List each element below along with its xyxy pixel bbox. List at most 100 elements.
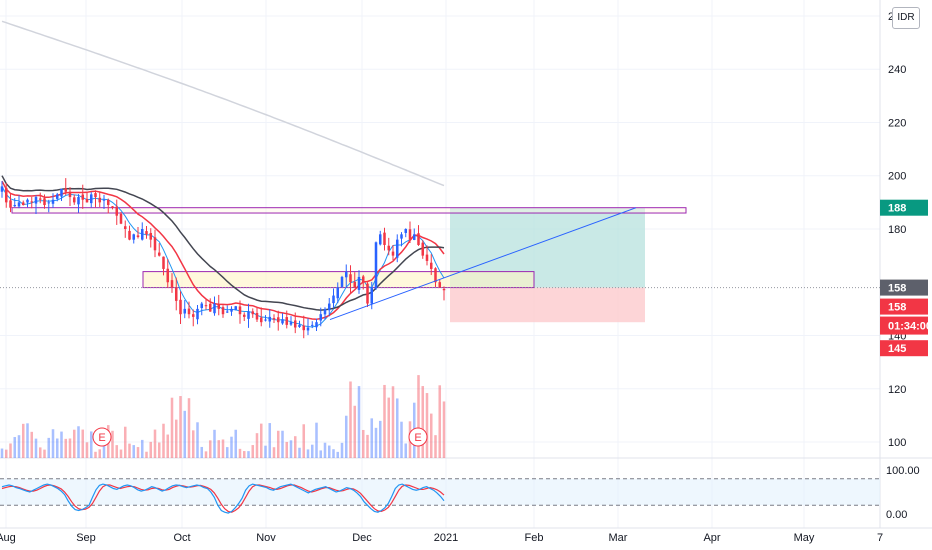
volume-bar	[217, 440, 221, 458]
volume-bar	[119, 449, 123, 458]
candle-body	[102, 199, 106, 201]
candle-body	[400, 234, 403, 239]
volume-bar	[421, 386, 425, 458]
candle-body	[349, 274, 352, 283]
volume-bar	[383, 384, 386, 458]
volume-bar	[357, 386, 361, 458]
volume-bar	[204, 451, 208, 458]
candle-body	[298, 324, 301, 327]
candle-body	[251, 311, 255, 315]
candle-body	[391, 251, 395, 256]
volume-bar	[47, 437, 51, 458]
volume-bar	[221, 439, 225, 458]
candle-body	[38, 198, 42, 200]
candle-body	[357, 276, 361, 290]
volume-bar	[332, 449, 335, 458]
candle-body	[421, 242, 425, 256]
volume-bar	[68, 438, 72, 458]
volume-bar	[315, 422, 318, 458]
resistance-zone	[11, 207, 687, 214]
volume-bar	[285, 441, 289, 458]
current-price-badge: 158	[888, 302, 906, 314]
volume-bar	[319, 450, 323, 458]
candle-body	[170, 280, 174, 288]
candle-body	[162, 256, 165, 269]
candle-body	[140, 229, 144, 240]
candle-body	[255, 312, 259, 320]
long-position-tool[interactable]	[450, 207, 645, 323]
time-tick-label: Nov	[256, 532, 276, 544]
candle-body	[234, 306, 238, 310]
candle-body	[268, 316, 272, 322]
candle-body	[179, 299, 182, 315]
price-tick-label: 180	[888, 224, 906, 236]
volume-bar	[149, 441, 153, 458]
time-tick-label: Sep	[76, 532, 96, 544]
candle-body	[425, 254, 429, 261]
candle-body	[77, 197, 80, 205]
time-tick-label: Dec	[352, 532, 372, 544]
candle-body	[264, 319, 267, 321]
price-tick-label: 240	[888, 64, 906, 76]
volume-bar	[145, 451, 148, 458]
candle-body	[434, 268, 437, 283]
candle-body	[34, 197, 38, 204]
candle-body	[98, 197, 102, 203]
candle-body	[26, 199, 29, 203]
price-axis[interactable]: 260240220200180140120100100.000.00	[886, 11, 920, 521]
volume-bar	[0, 448, 4, 458]
stop-price-badge: 145	[888, 343, 906, 355]
volume-bar	[395, 398, 399, 458]
trend-line[interactable]	[329, 207, 637, 321]
stochastic-d-line	[1, 484, 445, 513]
volume-bar	[43, 449, 46, 458]
volume-bar	[298, 447, 301, 458]
candle-body	[319, 314, 323, 321]
candle-body	[60, 189, 63, 197]
volume-bar	[123, 426, 127, 458]
candle-body	[200, 303, 204, 309]
volume-bar	[174, 419, 178, 458]
target-price-badge-bg	[880, 199, 928, 216]
price-tick-label: 220	[888, 117, 906, 129]
ma-slow-line	[1, 175, 445, 311]
volume-bar	[255, 433, 259, 458]
volume-bar	[85, 442, 89, 458]
candle-body	[157, 252, 161, 256]
candle-body	[166, 268, 170, 283]
volume-bar	[196, 422, 199, 458]
candle-body	[106, 199, 110, 206]
time-tick-label: Aug	[0, 532, 16, 544]
volume-bar	[94, 451, 97, 458]
candle-body	[366, 283, 369, 304]
volume-bar	[208, 440, 212, 458]
currency-button[interactable]: IDR	[892, 7, 920, 29]
volume-bar	[259, 423, 263, 458]
candle-body	[208, 303, 212, 312]
last-price-badge-bg	[880, 279, 928, 296]
volume-bar	[323, 442, 327, 458]
volume-bar	[302, 424, 306, 458]
candle-body	[153, 237, 157, 251]
candle-body	[344, 271, 348, 278]
time-tick-label: Oct	[173, 532, 190, 544]
volume-bar	[340, 442, 344, 458]
volume-bar	[404, 443, 408, 458]
candle-body	[51, 199, 55, 204]
candle-body	[17, 202, 21, 207]
volume-bar	[387, 397, 391, 458]
volume-bar	[200, 446, 204, 458]
time-axis[interactable]: Aug Sep Oct Nov Dec 2021 Feb Mar Apr May 7	[0, 532, 883, 544]
loss-zone	[450, 287, 645, 323]
support-zone	[142, 271, 535, 289]
candle-body	[132, 234, 136, 240]
volume-bar	[98, 449, 102, 458]
oscillator-tick-label: 0.00	[886, 509, 907, 521]
candle-body	[9, 200, 12, 208]
countdown-badge: 01:34:00	[888, 321, 932, 333]
volume-bar	[64, 438, 68, 458]
volume-bar	[327, 445, 331, 458]
candle-body	[361, 276, 365, 283]
